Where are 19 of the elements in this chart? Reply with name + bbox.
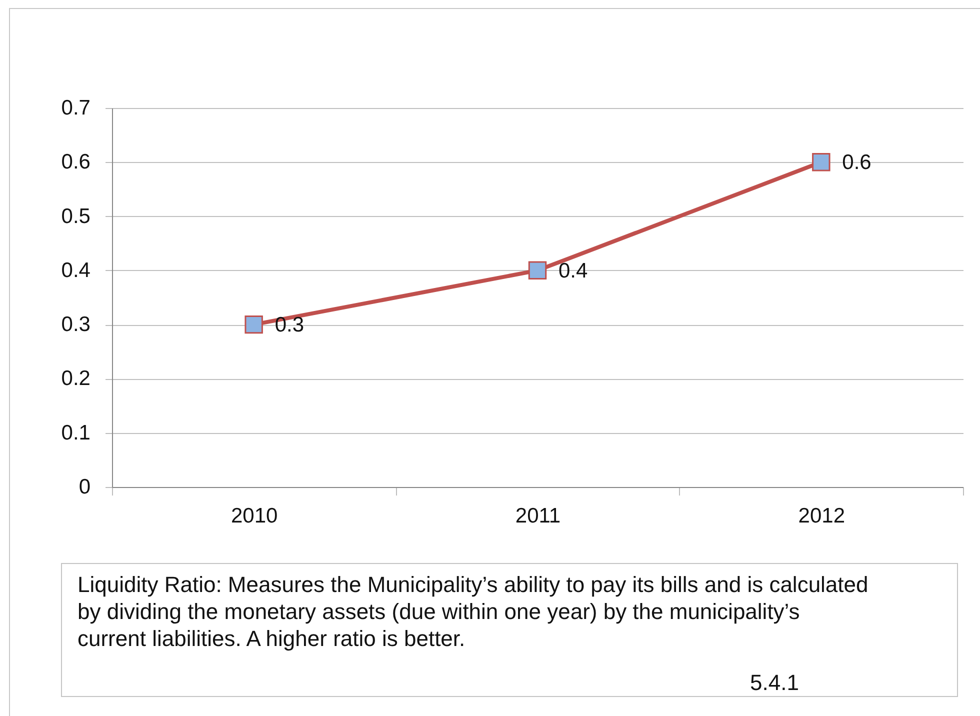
y-tick-label: 0.5 [61,204,90,228]
point [812,153,830,172]
text: Liquidity Ratio: Measures the Municipality’s ability to pay its bills and is calculated by dividing the monetary assets (due within one year) by the municipality’s current liabilities. A higher ratio is better. [78,571,870,652]
y-tick-label: 0.7 [61,96,90,120]
y-tick-label: 0.6 [61,150,90,174]
x-tick-label: 2010 [230,504,278,528]
data-label: 0.4 [558,259,588,282]
point [528,261,547,280]
point [244,315,263,334]
y-tick-label: 0.1 [61,421,90,444]
data-label: 0.3 [274,314,304,337]
y-tick-label: 0 [78,476,90,498]
data-label: 0.6 [842,151,872,174]
y-tick-label: 0.4 [61,258,91,282]
text: 5.4.1 [750,670,799,695]
y-tick-label: 0.2 [61,367,90,390]
x-tick-label: 2012 [798,504,846,528]
y-tick-label: 0.3 [61,313,90,336]
x-tick-label: 2011 [515,504,561,528]
